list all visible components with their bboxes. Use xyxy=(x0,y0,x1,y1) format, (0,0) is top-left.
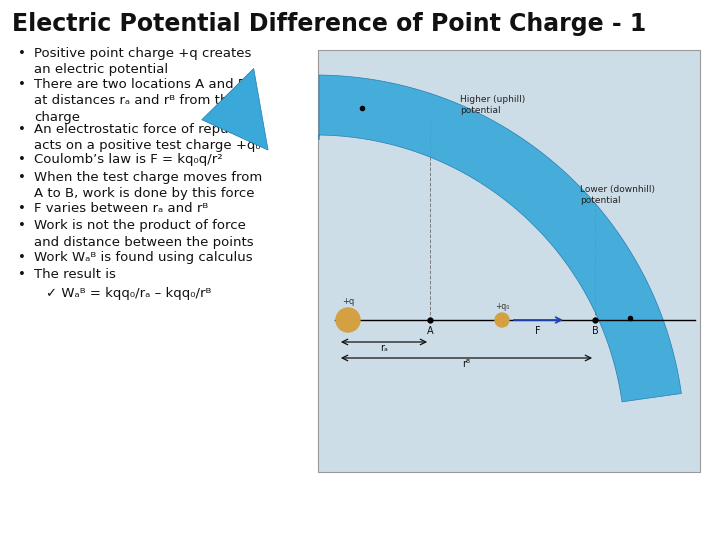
Text: Coulomb’s law is F = kq₀q/r²: Coulomb’s law is F = kq₀q/r² xyxy=(34,153,222,166)
Text: Higher (uphill)
potential: Higher (uphill) potential xyxy=(460,95,526,115)
Text: The result is: The result is xyxy=(34,268,116,281)
Text: •: • xyxy=(18,268,26,281)
Text: There are two locations A and B,
at distances rₐ and rᴮ from the
charge: There are two locations A and B, at dist… xyxy=(34,78,251,124)
Text: •: • xyxy=(18,202,26,215)
Text: Work Wₐᴮ is found using calculus: Work Wₐᴮ is found using calculus xyxy=(34,251,253,264)
Polygon shape xyxy=(202,69,268,150)
Text: F varies between rₐ and rᴮ: F varies between rₐ and rᴮ xyxy=(34,202,208,215)
Text: When the test charge moves from
A to B, work is done by this force: When the test charge moves from A to B, … xyxy=(34,171,262,200)
Circle shape xyxy=(495,313,509,327)
Text: F: F xyxy=(535,326,541,336)
Text: Positive point charge +q creates
an electric potential: Positive point charge +q creates an elec… xyxy=(34,47,251,77)
Text: B: B xyxy=(592,326,598,336)
FancyBboxPatch shape xyxy=(318,50,700,472)
Text: A: A xyxy=(427,326,433,336)
Text: An electrostatic force of repulsion
acts on a positive test charge +q₀: An electrostatic force of repulsion acts… xyxy=(34,123,261,152)
Text: •: • xyxy=(18,47,26,60)
Text: ✓ Wₐᴮ = kqq₀/rₐ – kqq₀/rᴮ: ✓ Wₐᴮ = kqq₀/rₐ – kqq₀/rᴮ xyxy=(46,287,212,300)
Text: •: • xyxy=(18,123,26,136)
Text: •: • xyxy=(18,153,26,166)
Text: Electric Potential Difference of Point Charge - 1: Electric Potential Difference of Point C… xyxy=(12,12,647,36)
Text: Lower (downhill)
potential: Lower (downhill) potential xyxy=(580,185,655,205)
Text: •: • xyxy=(18,171,26,184)
Text: •: • xyxy=(18,78,26,91)
Polygon shape xyxy=(319,75,681,402)
Text: •: • xyxy=(18,251,26,264)
Circle shape xyxy=(336,308,360,332)
Text: •: • xyxy=(18,219,26,233)
Text: Work is not the product of force
and distance between the points: Work is not the product of force and dis… xyxy=(34,219,253,249)
Text: +q₀: +q₀ xyxy=(495,302,509,311)
Text: rₐ: rₐ xyxy=(380,343,388,353)
Text: +q: +q xyxy=(342,297,354,306)
Text: rᴮ: rᴮ xyxy=(462,359,471,369)
